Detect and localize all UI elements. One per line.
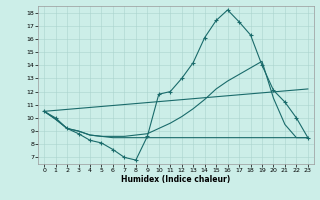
X-axis label: Humidex (Indice chaleur): Humidex (Indice chaleur)	[121, 175, 231, 184]
